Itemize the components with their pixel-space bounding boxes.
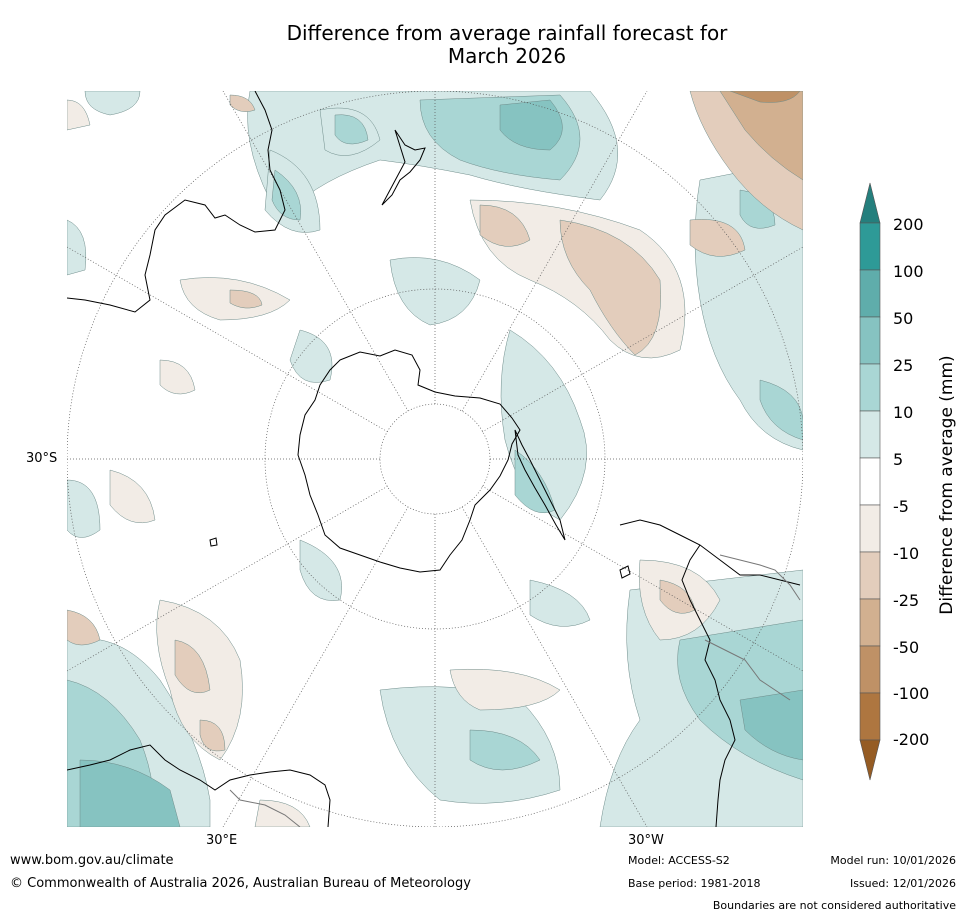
colorbar-segment-10	[859, 410, 881, 459]
dry-anomaly-region	[67, 609, 101, 646]
antarctica-coastline	[297, 349, 521, 573]
copyright-text: © Commonwealth of Australia 2026, Austra…	[10, 876, 471, 891]
dry-anomaly-region	[174, 639, 211, 694]
map-title: Difference from average rainfall forecas…	[0, 22, 965, 68]
dry-anomaly-region	[479, 204, 531, 247]
wet-anomaly-region	[299, 539, 342, 601]
colorbar-tick: 5	[893, 450, 904, 469]
colorbar-tick: 50	[893, 309, 914, 328]
wet-anomaly-region	[67, 479, 101, 538]
colorbar-tick: -100	[893, 684, 930, 703]
map-title-line1: Difference from average rainfall forecas…	[286, 21, 728, 45]
dry-anomaly-region	[449, 668, 561, 711]
antarctic-peninsula-coastline	[514, 429, 566, 541]
south-america-coastline	[619, 519, 801, 827]
disclaimer-text: Boundaries are not considered authoritat…	[712, 899, 956, 912]
model-run-text: Model run: 10/01/2026	[830, 854, 956, 867]
dry-anomaly-region	[109, 469, 156, 524]
wet-anomaly-region	[739, 689, 803, 761]
colorbar-tick: 25	[893, 356, 914, 375]
falkland-islands-coastline	[619, 565, 631, 579]
colorbar-tick: -10	[893, 544, 920, 563]
colorbar-tick: -50	[893, 638, 920, 657]
dry-anomaly-region	[719, 91, 803, 181]
lat-label-30s: 30°S	[26, 451, 58, 466]
lon-label-30e: 30°E	[206, 833, 238, 848]
colorbar	[859, 182, 881, 781]
colorbar-tick: 200	[893, 215, 924, 234]
colorbar-title: Difference from average (mm)	[937, 355, 957, 615]
colorbar-segment-neutral	[859, 457, 881, 506]
colorbar-segment-100	[859, 269, 881, 318]
coastlines	[67, 91, 801, 827]
wet-anomaly-region	[759, 379, 803, 441]
colorbar-segment-50	[859, 316, 881, 365]
wet-anomaly-region	[289, 329, 333, 383]
colorbar-tick: -25	[893, 591, 920, 610]
colorbar-segment-minus25	[859, 598, 881, 647]
lon-label-30w: 30°W	[628, 833, 664, 848]
wet-anomaly-region	[67, 219, 87, 276]
colorbar-segment-25	[859, 363, 881, 412]
colorbar-segment-minus10	[859, 551, 881, 600]
colorbar-tick: 100	[893, 262, 924, 281]
australia-coastline	[67, 91, 286, 313]
model-text: Model: ACCESS-S2	[628, 854, 730, 867]
wet-anomaly-region	[469, 729, 541, 771]
wet-anomaly-region	[529, 579, 591, 627]
dry-anomaly-region	[199, 719, 226, 752]
wet-anomaly-region	[84, 91, 141, 116]
dry-anomaly-region	[159, 359, 196, 395]
colorbar-tick: 10	[893, 403, 914, 422]
kerguelen-island-coastline	[209, 537, 218, 547]
issued-text: Issued: 12/01/2026	[849, 877, 956, 890]
wet-anomaly-region	[334, 114, 369, 145]
colorbar-segment-200	[859, 222, 881, 271]
colorbar-tick: -200	[893, 730, 930, 749]
country-boundaries	[229, 554, 801, 827]
colorbar-under-arrow	[859, 739, 881, 781]
graticule	[67, 91, 803, 827]
new-zealand-coastline	[381, 129, 426, 206]
colorbar-segment-minus100	[859, 692, 881, 741]
wet-anomaly-region	[271, 169, 301, 221]
map-title-line2: March 2026	[447, 44, 567, 68]
wet-anomaly-region	[389, 257, 481, 326]
dry-anomaly-region	[729, 91, 801, 103]
dry-anomaly-region	[559, 219, 661, 356]
wet-anomaly-region	[499, 99, 563, 151]
wet-anomaly-region	[79, 759, 181, 827]
africa-coastline	[67, 744, 331, 827]
colorbar-segment-minus50	[859, 645, 881, 694]
colorbar-segment-minus5	[859, 504, 881, 553]
colorbar-tick: -5	[893, 497, 909, 516]
colorbar-over-arrow	[859, 182, 881, 224]
dry-anomaly-region	[229, 289, 263, 309]
base-period-text: Base period: 1981-2018	[628, 877, 761, 890]
dry-anomaly-region	[229, 94, 256, 112]
dry-anomaly-region	[67, 99, 91, 131]
website-link[interactable]: www.bom.gov.au/climate	[10, 853, 174, 868]
